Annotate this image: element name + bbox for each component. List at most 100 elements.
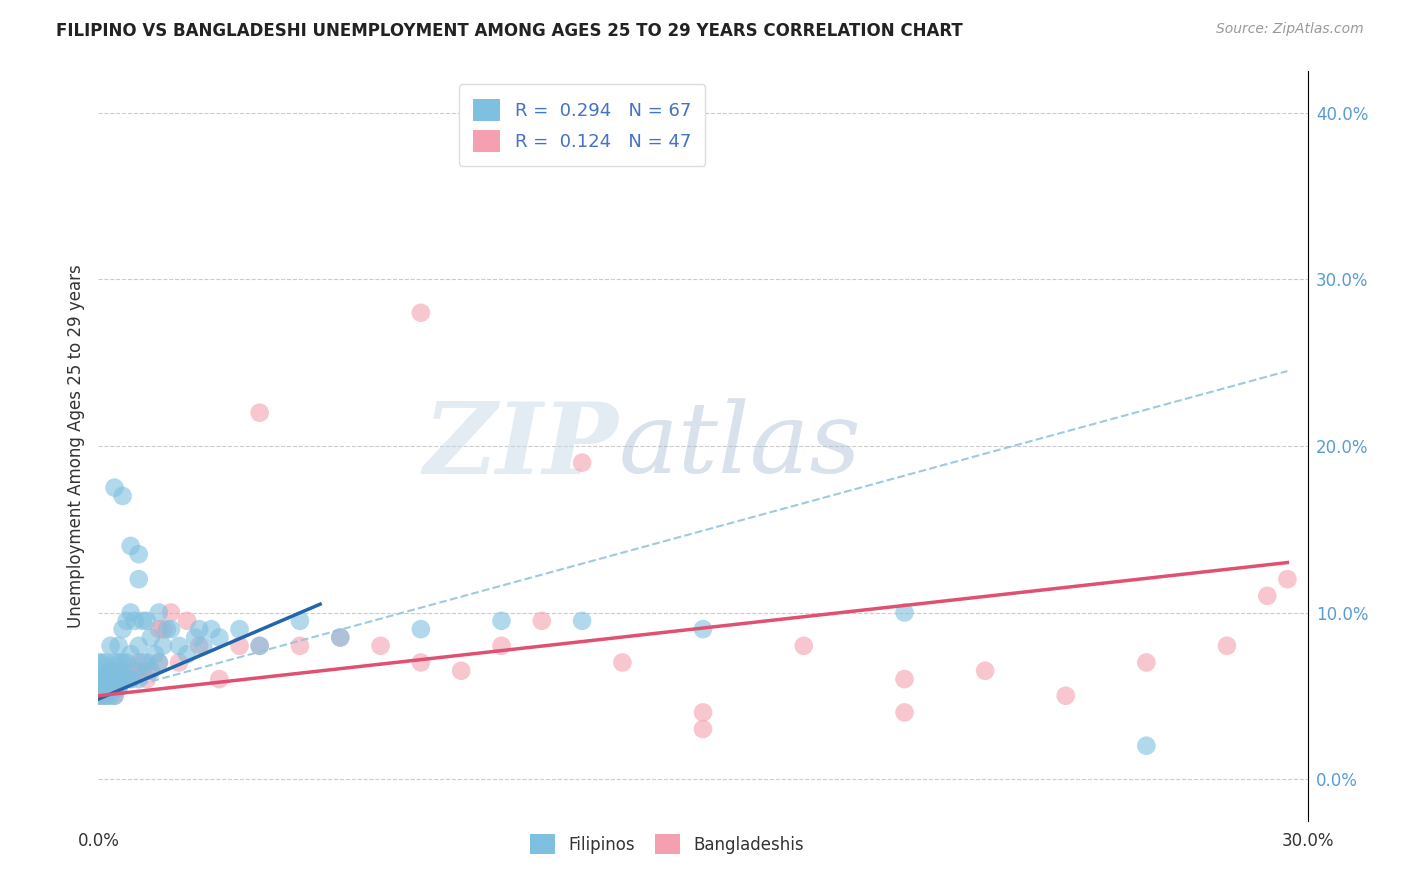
Point — [139, 664, 162, 678]
Point — [87, 681, 110, 695]
Point — [188, 639, 211, 653]
Point — [184, 631, 207, 645]
Text: Source: ZipAtlas.com: Source: ZipAtlas.com — [1216, 22, 1364, 37]
Point — [87, 672, 110, 686]
Point — [107, 664, 129, 678]
Point — [115, 656, 138, 670]
Point — [100, 681, 122, 695]
Text: FILIPINO VS BANGLADESHI UNEMPLOYMENT AMONG AGES 25 TO 29 YEARS CORRELATION CHART: FILIPINO VS BANGLADESHI UNEMPLOYMENT AMO… — [56, 22, 963, 40]
Point — [135, 672, 157, 686]
Point — [103, 689, 125, 703]
Point — [87, 656, 110, 670]
Point — [176, 647, 198, 661]
Point — [120, 672, 142, 686]
Point — [249, 639, 271, 653]
Point — [409, 622, 432, 636]
Point — [111, 656, 134, 670]
Point — [974, 664, 997, 678]
Point — [152, 622, 174, 636]
Point — [450, 664, 472, 678]
Point — [160, 622, 183, 636]
Point — [893, 606, 915, 620]
Point — [893, 706, 915, 720]
Point — [148, 622, 170, 636]
Text: ZIP: ZIP — [423, 398, 619, 494]
Point — [103, 672, 125, 686]
Point — [128, 656, 150, 670]
Point — [120, 539, 142, 553]
Point — [1054, 689, 1077, 703]
Point — [115, 672, 138, 686]
Point — [103, 481, 125, 495]
Point — [160, 606, 183, 620]
Point — [124, 614, 146, 628]
Point — [249, 406, 271, 420]
Point — [329, 631, 352, 645]
Point — [96, 656, 118, 670]
Point — [107, 672, 129, 686]
Point — [132, 656, 155, 670]
Point — [139, 631, 162, 645]
Point — [100, 664, 122, 678]
Point — [91, 689, 114, 703]
Point — [91, 672, 114, 686]
Point — [893, 672, 915, 686]
Point — [167, 639, 190, 653]
Point — [193, 639, 215, 653]
Point — [692, 722, 714, 736]
Point — [571, 456, 593, 470]
Point — [91, 681, 114, 695]
Point — [128, 547, 150, 561]
Point — [103, 689, 125, 703]
Point — [100, 639, 122, 653]
Text: atlas: atlas — [619, 399, 860, 493]
Point — [200, 622, 222, 636]
Point — [107, 639, 129, 653]
Point — [1135, 739, 1157, 753]
Point — [409, 306, 432, 320]
Point — [107, 656, 129, 670]
Point — [87, 664, 110, 678]
Point — [370, 639, 392, 653]
Point — [288, 639, 311, 653]
Point — [156, 622, 179, 636]
Point — [111, 672, 134, 686]
Point — [91, 656, 114, 670]
Point — [571, 614, 593, 628]
Point — [793, 639, 815, 653]
Point — [120, 606, 142, 620]
Point — [139, 664, 162, 678]
Point — [111, 489, 134, 503]
Point — [208, 631, 231, 645]
Point — [135, 656, 157, 670]
Point — [128, 572, 150, 586]
Point — [96, 672, 118, 686]
Legend: Filipinos, Bangladeshis: Filipinos, Bangladeshis — [523, 828, 810, 861]
Point — [91, 689, 114, 703]
Point — [96, 681, 118, 695]
Point — [132, 614, 155, 628]
Point — [103, 656, 125, 670]
Point — [124, 664, 146, 678]
Point — [228, 622, 250, 636]
Point — [249, 639, 271, 653]
Point — [1135, 656, 1157, 670]
Point — [143, 647, 166, 661]
Point — [491, 639, 513, 653]
Point — [107, 681, 129, 695]
Point — [176, 614, 198, 628]
Point — [103, 672, 125, 686]
Point — [288, 614, 311, 628]
Point — [329, 631, 352, 645]
Point — [128, 672, 150, 686]
Point — [612, 656, 634, 670]
Point — [100, 672, 122, 686]
Point — [1216, 639, 1239, 653]
Point — [111, 622, 134, 636]
Point — [409, 656, 432, 670]
Point — [96, 672, 118, 686]
Point — [148, 656, 170, 670]
Point — [530, 614, 553, 628]
Point — [208, 672, 231, 686]
Point — [87, 672, 110, 686]
